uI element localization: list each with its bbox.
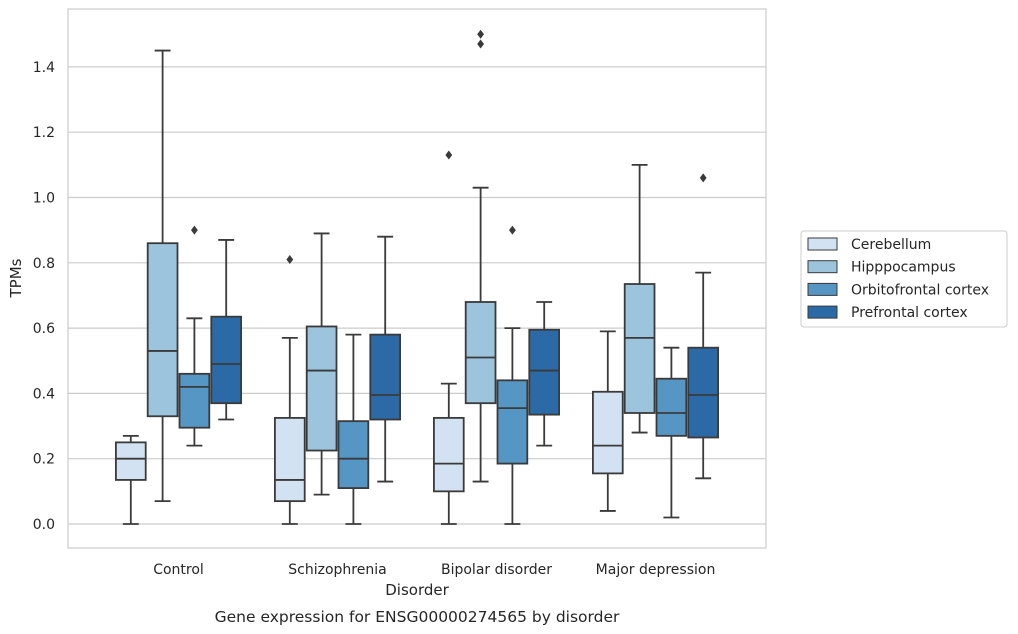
box-iqr: [178, 372, 211, 429]
legend-swatch: [807, 282, 838, 296]
outlier-point: [509, 225, 516, 235]
box-hipppocampus: [464, 29, 497, 483]
box-cerebellum: [592, 330, 624, 512]
legend-swatch: [807, 260, 838, 274]
y-tick-label: 0.6: [33, 321, 55, 337]
y-tick-label: 0.2: [33, 452, 55, 468]
box-iqr: [528, 328, 560, 416]
box-iqr: [592, 390, 624, 475]
y-tick-label: 1.0: [33, 191, 55, 207]
box-iqr: [305, 325, 338, 452]
outlier-point: [699, 173, 707, 183]
box-orbitofrontal-cortex: [337, 333, 370, 525]
box-prefrontal-cortex: [687, 173, 719, 480]
box-orbitofrontal-cortex: [496, 225, 529, 525]
box-hipppocampus: [146, 49, 179, 503]
box-iqr: [210, 315, 243, 405]
chart-caption: Gene expression for ENSG00000274565 by d…: [215, 608, 620, 626]
legend-swatch: [807, 237, 838, 251]
legend-label: Prefrontal cortex: [851, 305, 968, 321]
legend-label: Cerebellum: [851, 237, 931, 253]
box-iqr: [146, 242, 179, 418]
x-tick-label: Major depression: [596, 562, 716, 578]
legend-label: Hipppocampus: [851, 260, 956, 276]
box-hipppocampus: [305, 232, 338, 496]
x-tick-label: Bipolar disorder: [441, 562, 552, 578]
box-iqr: [655, 377, 688, 437]
y-tick-label: 1.2: [33, 125, 55, 141]
legend-swatch: [807, 305, 838, 319]
x-tick-labels: Control Schizophrenia Bipolar disorder Majo…: [153, 562, 715, 578]
legend-frame: [800, 230, 1008, 328]
box-prefrontal-cortex: [369, 235, 401, 483]
outlier-point: [477, 29, 484, 39]
box-groups: [115, 29, 719, 525]
box-iqr: [687, 346, 719, 439]
box-iqr: [115, 441, 147, 481]
box-orbitofrontal-cortex: [655, 346, 688, 519]
y-tick-labels: 0.0 0.2 0.4 0.6 0.8 1.0 1.2 1.4: [33, 60, 55, 533]
box-prefrontal-cortex: [528, 301, 560, 447]
box-prefrontal-cortex: [210, 239, 243, 421]
box-iqr: [623, 283, 656, 414]
y-tick-label: 1.4: [33, 60, 55, 76]
legend: Cerebellum Hipppocampus Orbitofrontal cort…: [800, 230, 1008, 328]
y-tick-label: 0.4: [33, 386, 55, 402]
outlier-point: [477, 39, 484, 49]
box-cerebellum: [115, 434, 147, 525]
box-iqr: [337, 420, 370, 489]
box-iqr: [432, 416, 465, 493]
x-tick-label: Control: [153, 562, 204, 578]
outlier-point: [191, 225, 198, 235]
outlier-point: [445, 150, 453, 160]
outlier-point: [286, 255, 294, 265]
y-tick-label: 0.8: [33, 256, 55, 272]
box-iqr: [273, 416, 306, 503]
box-hipppocampus: [623, 163, 656, 434]
y-tick-label: 0.0: [33, 517, 55, 533]
plot-frame: [67, 8, 767, 549]
box-iqr: [496, 379, 529, 465]
x-axis-title: Disorder: [385, 581, 449, 599]
box-iqr: [464, 301, 497, 405]
y-axis-title: TPMs: [7, 258, 25, 298]
box-orbitofrontal-cortex: [178, 225, 211, 447]
x-tick-label: Schizophrenia: [288, 562, 386, 578]
box-cerebellum: [432, 150, 465, 525]
legend-label: Orbitofrontal cortex: [851, 282, 989, 298]
box-cerebellum: [273, 255, 306, 525]
box-iqr: [369, 333, 401, 421]
